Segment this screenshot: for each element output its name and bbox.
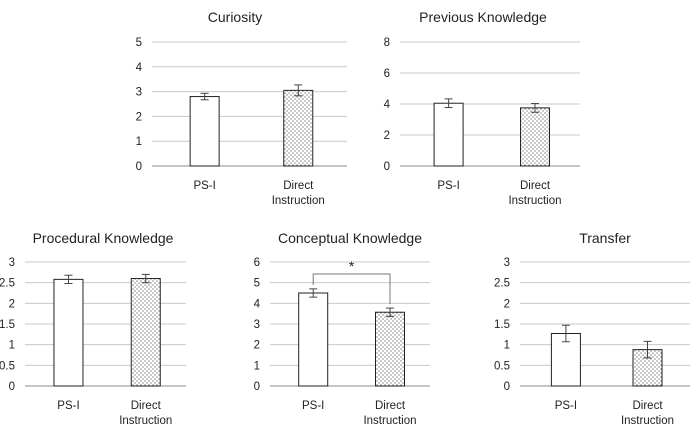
- bar: [298, 292, 329, 387]
- y-tick-label: 0: [136, 161, 142, 173]
- y-tick-label: 2: [136, 111, 142, 123]
- y-tick-label: 0: [504, 381, 510, 393]
- bar: [189, 96, 220, 167]
- chart-panel: Previous Knowledge 0 2 4 6 8 PS-I Direct Instruc…: [384, 9, 580, 207]
- x-category-label: PS-I: [193, 180, 215, 192]
- x-category-label: PS-I: [555, 400, 577, 412]
- chart-title: Previous Knowledge: [419, 9, 547, 25]
- x-category-label: PS-I: [302, 400, 324, 412]
- y-tick-label: 4: [136, 62, 143, 74]
- y-tick-label: 4: [254, 298, 261, 310]
- x-category-label: Direct Instruction: [272, 180, 325, 207]
- x-category-label: Direct Instruction: [621, 400, 674, 427]
- x-category-label: PS-I: [57, 400, 79, 412]
- y-tick-label: 0.5: [494, 360, 510, 372]
- y-tick-label: 2: [384, 130, 390, 142]
- y-tick-label: 1.5: [494, 319, 510, 331]
- bar: [283, 89, 314, 167]
- bar: [53, 278, 84, 387]
- chart-panel: Curiosity 0 1 2 3 4 5 PS-I Direct Instruction: [136, 9, 347, 207]
- x-category-label: Direct Instruction: [363, 400, 416, 427]
- y-tick-label: 0: [9, 381, 15, 393]
- y-tick-label: 4: [384, 99, 391, 111]
- chart-title: Procedural Knowledge: [33, 230, 174, 246]
- chart-panel: Procedural Knowledge 0 0.5 1 1.5 2 2.5 3 PS-I Dir…: [0, 230, 186, 427]
- y-tick-label: 0: [254, 381, 260, 393]
- y-tick-label: 5: [254, 278, 260, 290]
- bar: [433, 102, 464, 167]
- y-tick-label: 1: [136, 136, 142, 148]
- y-tick-label: 6: [254, 257, 260, 269]
- x-category-label: PS-I: [437, 180, 459, 192]
- y-tick-label: 2: [254, 340, 260, 352]
- bar: [130, 278, 161, 387]
- y-tick-label: 8: [384, 37, 390, 49]
- y-tick-label: 6: [384, 68, 390, 80]
- y-tick-label: 1: [9, 340, 15, 352]
- y-tick-label: 2.5: [494, 278, 510, 290]
- y-tick-label: 0: [384, 161, 390, 173]
- significance-star: *: [349, 258, 355, 274]
- y-tick-label: 1: [504, 340, 510, 352]
- y-tick-label: 3: [254, 319, 260, 331]
- y-tick-label: 3: [9, 257, 15, 269]
- bar: [520, 107, 550, 167]
- x-category-label: Direct Instruction: [119, 400, 172, 427]
- chart-panel: Conceptual Knowledge 0 1 2 3 4 5 6 PS-I Direct Ins…: [254, 230, 430, 427]
- chart-title: Conceptual Knowledge: [278, 230, 422, 246]
- y-tick-label: 0.5: [0, 360, 15, 372]
- y-tick-label: 1.5: [0, 319, 15, 331]
- chart-title: Transfer: [579, 230, 631, 246]
- y-tick-label: 1: [254, 360, 260, 372]
- y-tick-label: 3: [136, 87, 142, 99]
- y-tick-label: 3: [504, 257, 510, 269]
- significance-bracket: [312, 273, 391, 305]
- chart-panel: Transfer 0 0.5 1 1.5 2 2.5 3 PS-I Direct Instructi…: [494, 230, 690, 427]
- y-tick-label: 2: [504, 298, 510, 310]
- chart-title: Curiosity: [208, 9, 262, 25]
- bar: [375, 311, 405, 387]
- y-tick-label: 2: [9, 298, 15, 310]
- y-tick-label: 2.5: [0, 278, 15, 290]
- x-category-label: Direct Instruction: [508, 180, 561, 207]
- y-tick-label: 5: [136, 37, 142, 49]
